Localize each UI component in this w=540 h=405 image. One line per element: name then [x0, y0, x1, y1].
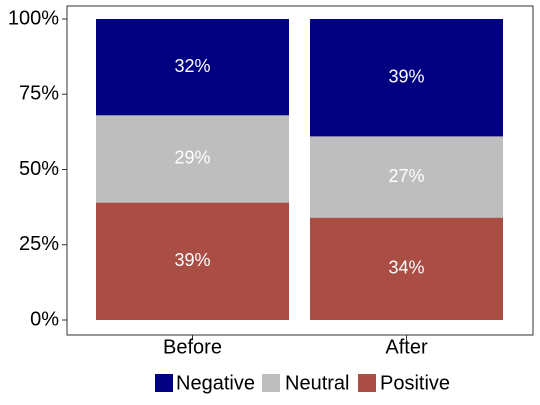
bar-segment-negative-before — [96, 19, 289, 116]
bar-segment-neutral-after — [310, 136, 503, 218]
x-axis: Before After — [163, 335, 428, 358]
bar-value-label: 29% — [174, 148, 210, 168]
legend-label-neutral: Neutral — [285, 372, 349, 394]
legend-label-positive: Positive — [380, 372, 450, 394]
bar-value-label: 32% — [174, 56, 210, 76]
plot-panel-border — [66, 5, 534, 336]
bar-value-label: 39% — [174, 250, 210, 270]
bar-value-label: 34% — [388, 258, 424, 278]
legend-label-negative: Negative — [176, 372, 255, 394]
legend-key-neutral — [262, 374, 280, 392]
bar-segment-positive-before — [96, 202, 289, 320]
y-tick-label: 50% — [19, 158, 59, 180]
legend-key-positive — [358, 374, 376, 392]
y-tick-label: 25% — [19, 233, 59, 255]
legend-key-negative — [155, 374, 173, 392]
bar-value-label: 39% — [388, 66, 424, 86]
y-tick-label: 75% — [19, 83, 59, 105]
x-category-label: After — [385, 336, 428, 358]
x-category-label: Before — [163, 336, 222, 358]
y-tick-label: 0% — [30, 308, 59, 330]
y-tick-label: 100% — [8, 7, 59, 29]
bar-segment-negative-after — [310, 19, 503, 137]
bar-segment-positive-after — [310, 217, 503, 320]
legend: Negative Neutral Positive — [155, 372, 450, 394]
bar-value-label: 27% — [388, 166, 424, 186]
y-axis: 0% 25% 50% 75% 100% — [8, 7, 67, 330]
bars: 39% 29% 32% 34% 27% 39% — [96, 19, 503, 320]
bar-segment-neutral-before — [96, 115, 289, 203]
